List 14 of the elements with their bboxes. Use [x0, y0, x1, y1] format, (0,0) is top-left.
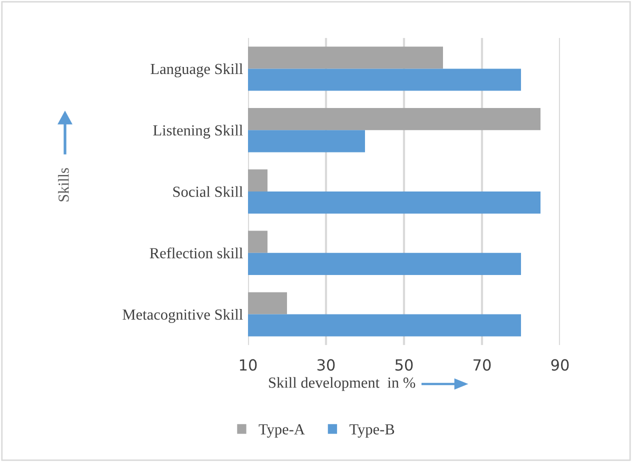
- y-tick-label: Language Skill: [150, 63, 243, 78]
- x-tick-label: 50: [395, 359, 413, 371]
- x-tick-label: 30: [317, 359, 335, 371]
- y-tick-label: Metacognitive Skill: [122, 309, 243, 323]
- legend-label: Type-B: [350, 424, 394, 438]
- legend-label: Type-A: [258, 424, 305, 438]
- x-tick-label: 70: [474, 359, 491, 371]
- y-axis-title: Skills: [58, 168, 69, 202]
- x-tick-label: 10: [240, 359, 257, 371]
- x-tick-label: 90: [551, 359, 569, 371]
- y-tick-label: Reflection skill: [150, 247, 243, 258]
- y-tick-label: Listening Skill: [153, 124, 243, 139]
- y-tick-label: Social Skill: [173, 186, 243, 197]
- x-axis-title: Skill development in %: [269, 377, 416, 391]
